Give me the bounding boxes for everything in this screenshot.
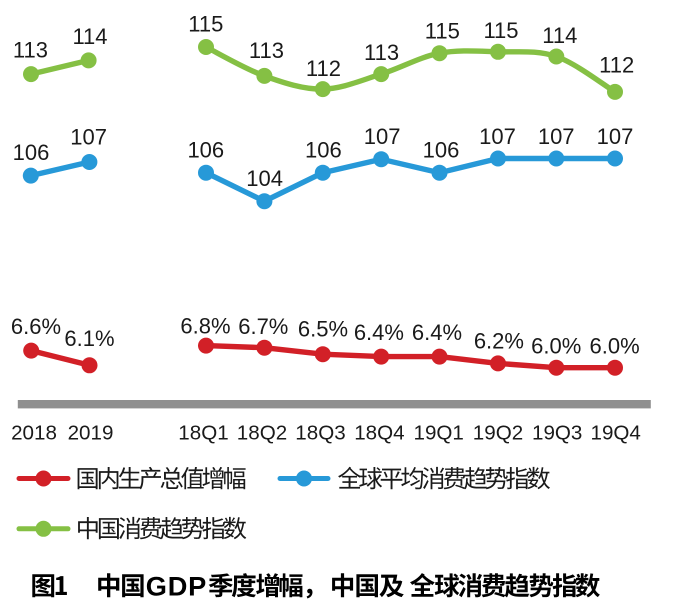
svg-text:115: 115: [483, 18, 518, 43]
svg-text:107: 107: [597, 124, 634, 149]
svg-text:18Q3: 18Q3: [295, 421, 345, 444]
svg-text:19Q4: 19Q4: [591, 421, 641, 444]
svg-text:115: 115: [188, 11, 223, 36]
svg-text:GDP: GDP: [146, 570, 207, 601]
svg-text:114: 114: [72, 24, 107, 49]
svg-text:6.5%: 6.5%: [298, 317, 348, 342]
svg-text:6.7%: 6.7%: [238, 314, 288, 339]
svg-text:19Q3: 19Q3: [532, 421, 582, 444]
svg-text:107: 107: [538, 124, 575, 149]
svg-text:115: 115: [425, 19, 460, 44]
svg-text:6.8%: 6.8%: [180, 314, 230, 339]
svg-text:18Q1: 18Q1: [178, 421, 228, 444]
svg-text:106: 106: [423, 137, 460, 162]
svg-text:6.2%: 6.2%: [474, 329, 524, 354]
svg-text:19Q1: 19Q1: [414, 421, 464, 444]
svg-text:6.0%: 6.0%: [531, 333, 581, 358]
svg-text:2019: 2019: [68, 421, 114, 444]
svg-text:6.1%: 6.1%: [64, 326, 114, 351]
svg-text:106: 106: [187, 137, 224, 162]
svg-text:19Q2: 19Q2: [473, 421, 523, 444]
svg-text:6.4%: 6.4%: [354, 320, 404, 345]
svg-text:112: 112: [599, 52, 634, 77]
svg-text:113: 113: [364, 40, 399, 65]
svg-text:112: 112: [306, 56, 341, 81]
svg-text:106: 106: [13, 140, 50, 165]
svg-text:6.4%: 6.4%: [412, 320, 462, 345]
svg-text:2018: 2018: [11, 421, 57, 444]
svg-text:104: 104: [246, 166, 283, 191]
svg-text:107: 107: [479, 124, 516, 149]
svg-text:106: 106: [305, 137, 342, 162]
svg-text:6.0%: 6.0%: [590, 333, 640, 358]
svg-text:113: 113: [13, 37, 48, 62]
svg-text:107: 107: [70, 125, 107, 150]
svg-text:18Q4: 18Q4: [354, 421, 404, 444]
svg-text:113: 113: [249, 38, 284, 63]
svg-text:6.6%: 6.6%: [11, 314, 61, 339]
svg-text:114: 114: [542, 23, 577, 48]
svg-text:107: 107: [364, 124, 401, 149]
svg-text:18Q2: 18Q2: [237, 421, 287, 444]
